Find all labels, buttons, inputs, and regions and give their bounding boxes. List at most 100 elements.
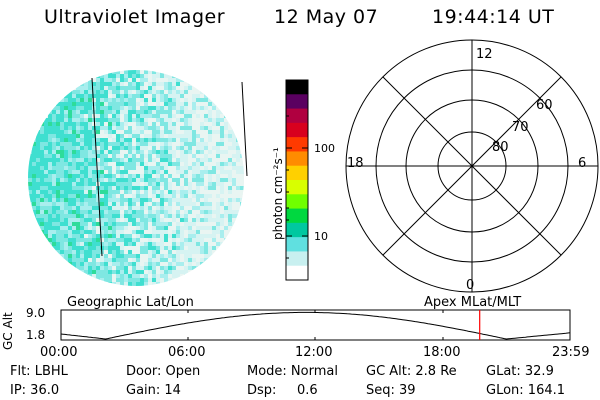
emission-pixel xyxy=(92,194,96,198)
emission-pixel xyxy=(196,206,200,210)
emission-pixel xyxy=(104,186,108,190)
emission-pixel xyxy=(136,226,140,230)
emission-pixel xyxy=(148,210,152,214)
emission-pixel xyxy=(188,158,192,162)
emission-pixel xyxy=(176,106,180,110)
emission-pixel xyxy=(96,114,100,118)
emission-pixel xyxy=(112,222,116,226)
emission-pixel xyxy=(228,138,232,142)
emission-pixel xyxy=(164,182,168,186)
emission-pixel xyxy=(112,106,116,110)
emission-pixel xyxy=(192,262,196,266)
emission-pixel xyxy=(112,210,116,214)
emission-pixel xyxy=(172,146,176,150)
emission-pixel xyxy=(204,158,208,162)
emission-pixel xyxy=(220,218,224,222)
emission-pixel xyxy=(88,90,92,94)
emission-pixel xyxy=(236,182,240,186)
emission-pixel xyxy=(228,158,232,162)
emission-pixel xyxy=(164,226,168,230)
emission-pixel xyxy=(204,258,208,262)
emission-pixel xyxy=(140,230,144,234)
emission-pixel xyxy=(96,126,100,130)
emission-pixel xyxy=(196,182,200,186)
emission-pixel xyxy=(124,186,128,190)
emission-pixel xyxy=(60,146,64,150)
emission-pixel xyxy=(72,158,76,162)
emission-pixel xyxy=(48,218,52,222)
emission-pixel xyxy=(56,230,60,234)
emission-pixel xyxy=(40,218,44,222)
emission-pixel xyxy=(180,242,184,246)
emission-pixel xyxy=(192,214,196,218)
emission-pixel xyxy=(48,226,52,230)
emission-pixel xyxy=(88,262,92,266)
emission-pixel xyxy=(200,98,204,102)
emission-pixel xyxy=(200,182,204,186)
emission-pixel xyxy=(60,246,64,250)
emission-pixel xyxy=(112,122,116,126)
emission-pixel xyxy=(120,126,124,130)
emission-pixel xyxy=(208,206,212,210)
emission-pixel xyxy=(216,186,220,190)
emission-pixel xyxy=(92,266,96,270)
emission-pixel xyxy=(120,210,124,214)
emission-pixel xyxy=(148,170,152,174)
emission-pixel xyxy=(168,246,172,250)
emission-pixel xyxy=(120,218,124,222)
emission-pixel xyxy=(68,230,72,234)
emission-pixel xyxy=(44,230,48,234)
emission-pixel xyxy=(116,194,120,198)
emission-pixel xyxy=(204,238,208,242)
emission-pixel xyxy=(108,118,112,122)
emission-pixel xyxy=(120,78,124,82)
emission-pixel xyxy=(72,182,76,186)
emission-pixel xyxy=(112,182,116,186)
emission-pixel xyxy=(216,146,220,150)
emission-pixel xyxy=(168,82,172,86)
emission-pixel xyxy=(184,182,188,186)
emission-pixel xyxy=(72,178,76,182)
emission-pixel xyxy=(144,118,148,122)
emission-pixel xyxy=(224,186,228,190)
emission-pixel xyxy=(220,182,224,186)
emission-pixel xyxy=(112,114,116,118)
emission-pixel xyxy=(152,258,156,262)
emission-pixel xyxy=(164,94,168,98)
emission-pixel xyxy=(148,278,152,282)
emission-pixel xyxy=(148,94,152,98)
emission-pixel xyxy=(168,74,172,78)
emission-pixel xyxy=(92,158,96,162)
emission-pixel xyxy=(124,118,128,122)
emission-pixel xyxy=(120,170,124,174)
emission-pixel xyxy=(116,78,120,82)
emission-pixel xyxy=(116,178,120,182)
emission-pixel xyxy=(80,258,84,262)
emission-pixel xyxy=(112,158,116,162)
emission-pixel xyxy=(64,250,68,254)
emission-pixel xyxy=(212,234,216,238)
emission-pixel xyxy=(92,102,96,106)
emission-pixel xyxy=(160,214,164,218)
emission-pixel xyxy=(80,122,84,126)
emission-pixel xyxy=(164,138,168,142)
emission-pixel xyxy=(204,94,208,98)
emission-pixel xyxy=(32,142,36,146)
emission-pixel xyxy=(36,190,40,194)
emission-pixel xyxy=(236,198,240,202)
emission-pixel xyxy=(156,214,160,218)
emission-pixel xyxy=(184,130,188,134)
emission-pixel xyxy=(132,138,136,142)
emission-pixel xyxy=(92,270,96,274)
emission-pixel xyxy=(220,222,224,226)
emission-pixel xyxy=(36,218,40,222)
emission-pixel xyxy=(64,98,68,102)
emission-pixel xyxy=(72,170,76,174)
emission-pixel xyxy=(144,278,148,282)
emission-pixel xyxy=(192,142,196,146)
emission-pixel xyxy=(228,142,232,146)
emission-pixel xyxy=(60,162,64,166)
emission-pixel xyxy=(56,194,60,198)
emission-pixel xyxy=(148,242,152,246)
emission-pixel xyxy=(88,258,92,262)
